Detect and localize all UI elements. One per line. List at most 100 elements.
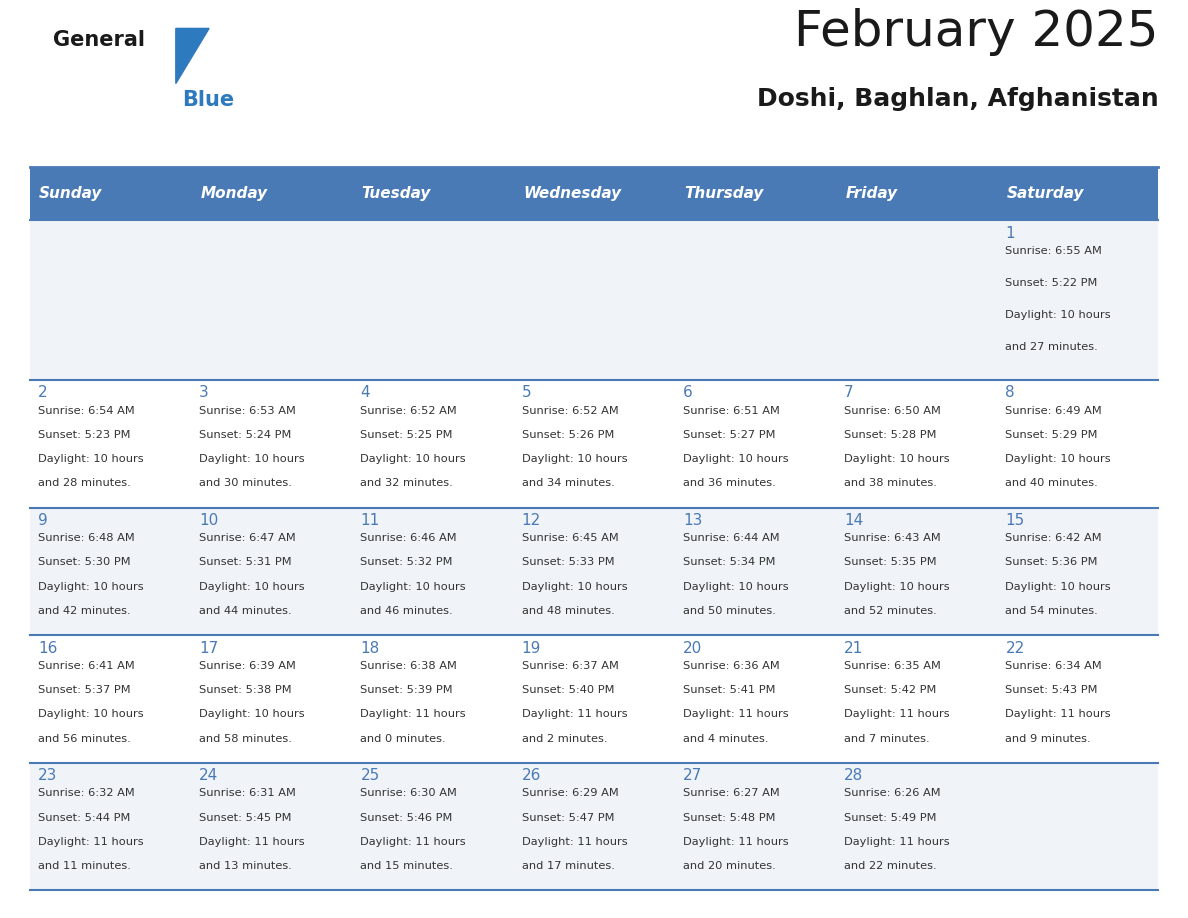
Text: 12: 12: [522, 513, 541, 528]
Text: Sunset: 5:31 PM: Sunset: 5:31 PM: [200, 557, 292, 567]
Text: Daylight: 10 hours: Daylight: 10 hours: [845, 582, 949, 592]
Text: Sunrise: 6:31 AM: Sunrise: 6:31 AM: [200, 789, 296, 799]
Text: Monday: Monday: [201, 186, 267, 201]
Text: 27: 27: [683, 768, 702, 783]
Text: Sunset: 5:48 PM: Sunset: 5:48 PM: [683, 812, 776, 823]
Text: and 30 minutes.: and 30 minutes.: [200, 478, 292, 488]
Text: Sunset: 5:41 PM: Sunset: 5:41 PM: [683, 685, 776, 695]
Text: Daylight: 11 hours: Daylight: 11 hours: [200, 837, 305, 847]
Text: and 44 minutes.: and 44 minutes.: [200, 606, 292, 616]
Text: Sunrise: 6:34 AM: Sunrise: 6:34 AM: [1005, 661, 1102, 671]
Text: and 11 minutes.: and 11 minutes.: [38, 861, 131, 871]
Text: and 4 minutes.: and 4 minutes.: [683, 733, 769, 744]
Text: Sunset: 5:40 PM: Sunset: 5:40 PM: [522, 685, 614, 695]
Text: Sunrise: 6:55 AM: Sunrise: 6:55 AM: [1005, 246, 1102, 256]
Text: Daylight: 10 hours: Daylight: 10 hours: [845, 454, 949, 465]
Text: and 2 minutes.: and 2 minutes.: [522, 733, 607, 744]
Text: 10: 10: [200, 513, 219, 528]
Text: and 52 minutes.: and 52 minutes.: [845, 606, 937, 616]
Text: Sunrise: 6:47 AM: Sunrise: 6:47 AM: [200, 533, 296, 543]
Text: 4: 4: [360, 386, 371, 400]
Text: Daylight: 10 hours: Daylight: 10 hours: [200, 710, 305, 720]
Text: 14: 14: [845, 513, 864, 528]
Polygon shape: [176, 28, 209, 84]
Text: Sunset: 5:32 PM: Sunset: 5:32 PM: [360, 557, 453, 567]
Text: 9: 9: [38, 513, 48, 528]
Text: Sunrise: 6:45 AM: Sunrise: 6:45 AM: [522, 533, 619, 543]
Text: and 22 minutes.: and 22 minutes.: [845, 861, 937, 871]
Text: and 46 minutes.: and 46 minutes.: [360, 606, 453, 616]
Text: 8: 8: [1005, 386, 1015, 400]
Text: 11: 11: [360, 513, 380, 528]
Text: and 56 minutes.: and 56 minutes.: [38, 733, 131, 744]
Text: Daylight: 11 hours: Daylight: 11 hours: [1005, 710, 1111, 720]
Bar: [30, 167, 1158, 220]
Text: Sunrise: 6:54 AM: Sunrise: 6:54 AM: [38, 406, 134, 416]
Text: Friday: Friday: [846, 186, 897, 201]
Text: 25: 25: [360, 768, 380, 783]
Text: Sunset: 5:42 PM: Sunset: 5:42 PM: [845, 685, 936, 695]
Text: 26: 26: [522, 768, 541, 783]
Text: and 17 minutes.: and 17 minutes.: [522, 861, 614, 871]
Text: Sunrise: 6:42 AM: Sunrise: 6:42 AM: [1005, 533, 1102, 543]
Text: Daylight: 11 hours: Daylight: 11 hours: [522, 837, 627, 847]
Text: Sunset: 5:37 PM: Sunset: 5:37 PM: [38, 685, 131, 695]
Text: Daylight: 11 hours: Daylight: 11 hours: [683, 710, 789, 720]
Text: 13: 13: [683, 513, 702, 528]
Text: Daylight: 10 hours: Daylight: 10 hours: [683, 454, 789, 465]
Text: Sunrise: 6:41 AM: Sunrise: 6:41 AM: [38, 661, 134, 671]
Text: Sunset: 5:47 PM: Sunset: 5:47 PM: [522, 812, 614, 823]
Text: 24: 24: [200, 768, 219, 783]
Text: Sunrise: 6:37 AM: Sunrise: 6:37 AM: [522, 661, 619, 671]
Text: Sunset: 5:38 PM: Sunset: 5:38 PM: [200, 685, 292, 695]
Text: Daylight: 10 hours: Daylight: 10 hours: [522, 582, 627, 592]
Text: and 54 minutes.: and 54 minutes.: [1005, 606, 1098, 616]
Text: Tuesday: Tuesday: [361, 186, 431, 201]
Text: Doshi, Baghlan, Afghanistan: Doshi, Baghlan, Afghanistan: [757, 87, 1158, 111]
Text: Sunrise: 6:32 AM: Sunrise: 6:32 AM: [38, 789, 134, 799]
Text: Sunset: 5:34 PM: Sunset: 5:34 PM: [683, 557, 776, 567]
Text: Sunset: 5:23 PM: Sunset: 5:23 PM: [38, 430, 131, 440]
Bar: [30, 763, 1158, 890]
Text: Daylight: 10 hours: Daylight: 10 hours: [38, 710, 144, 720]
Text: Sunset: 5:39 PM: Sunset: 5:39 PM: [360, 685, 453, 695]
Text: Saturday: Saturday: [1006, 186, 1085, 201]
Text: Daylight: 10 hours: Daylight: 10 hours: [1005, 310, 1111, 319]
Text: Daylight: 11 hours: Daylight: 11 hours: [845, 837, 949, 847]
Text: Wednesday: Wednesday: [523, 186, 621, 201]
Text: Sunset: 5:46 PM: Sunset: 5:46 PM: [360, 812, 453, 823]
Text: Daylight: 11 hours: Daylight: 11 hours: [845, 710, 949, 720]
Text: Sunrise: 6:53 AM: Sunrise: 6:53 AM: [200, 406, 296, 416]
Text: and 42 minutes.: and 42 minutes.: [38, 606, 131, 616]
Bar: [30, 635, 1158, 763]
Text: and 36 minutes.: and 36 minutes.: [683, 478, 776, 488]
Text: Sunset: 5:22 PM: Sunset: 5:22 PM: [1005, 278, 1098, 288]
Text: Sunset: 5:27 PM: Sunset: 5:27 PM: [683, 430, 776, 440]
Text: Sunset: 5:28 PM: Sunset: 5:28 PM: [845, 430, 936, 440]
Text: Daylight: 10 hours: Daylight: 10 hours: [1005, 454, 1111, 465]
Text: Sunrise: 6:43 AM: Sunrise: 6:43 AM: [845, 533, 941, 543]
Text: Sunrise: 6:52 AM: Sunrise: 6:52 AM: [522, 406, 619, 416]
Text: 2: 2: [38, 386, 48, 400]
Text: Daylight: 10 hours: Daylight: 10 hours: [200, 582, 305, 592]
Bar: [30, 220, 1158, 380]
Text: Daylight: 10 hours: Daylight: 10 hours: [38, 582, 144, 592]
Text: Sunrise: 6:30 AM: Sunrise: 6:30 AM: [360, 789, 457, 799]
Text: Daylight: 11 hours: Daylight: 11 hours: [38, 837, 144, 847]
Text: and 32 minutes.: and 32 minutes.: [360, 478, 454, 488]
Text: and 15 minutes.: and 15 minutes.: [360, 861, 454, 871]
Text: 7: 7: [845, 386, 854, 400]
Text: Daylight: 10 hours: Daylight: 10 hours: [683, 582, 789, 592]
Text: Sunset: 5:25 PM: Sunset: 5:25 PM: [360, 430, 453, 440]
Text: 15: 15: [1005, 513, 1024, 528]
Text: Daylight: 11 hours: Daylight: 11 hours: [522, 710, 627, 720]
Text: Daylight: 10 hours: Daylight: 10 hours: [38, 454, 144, 465]
Text: 21: 21: [845, 641, 864, 655]
Text: Sunday: Sunday: [39, 186, 102, 201]
Text: Sunrise: 6:52 AM: Sunrise: 6:52 AM: [360, 406, 457, 416]
Text: and 50 minutes.: and 50 minutes.: [683, 606, 776, 616]
Text: Daylight: 10 hours: Daylight: 10 hours: [522, 454, 627, 465]
Text: and 7 minutes.: and 7 minutes.: [845, 733, 930, 744]
Text: February 2025: February 2025: [794, 8, 1158, 56]
Text: and 58 minutes.: and 58 minutes.: [200, 733, 292, 744]
